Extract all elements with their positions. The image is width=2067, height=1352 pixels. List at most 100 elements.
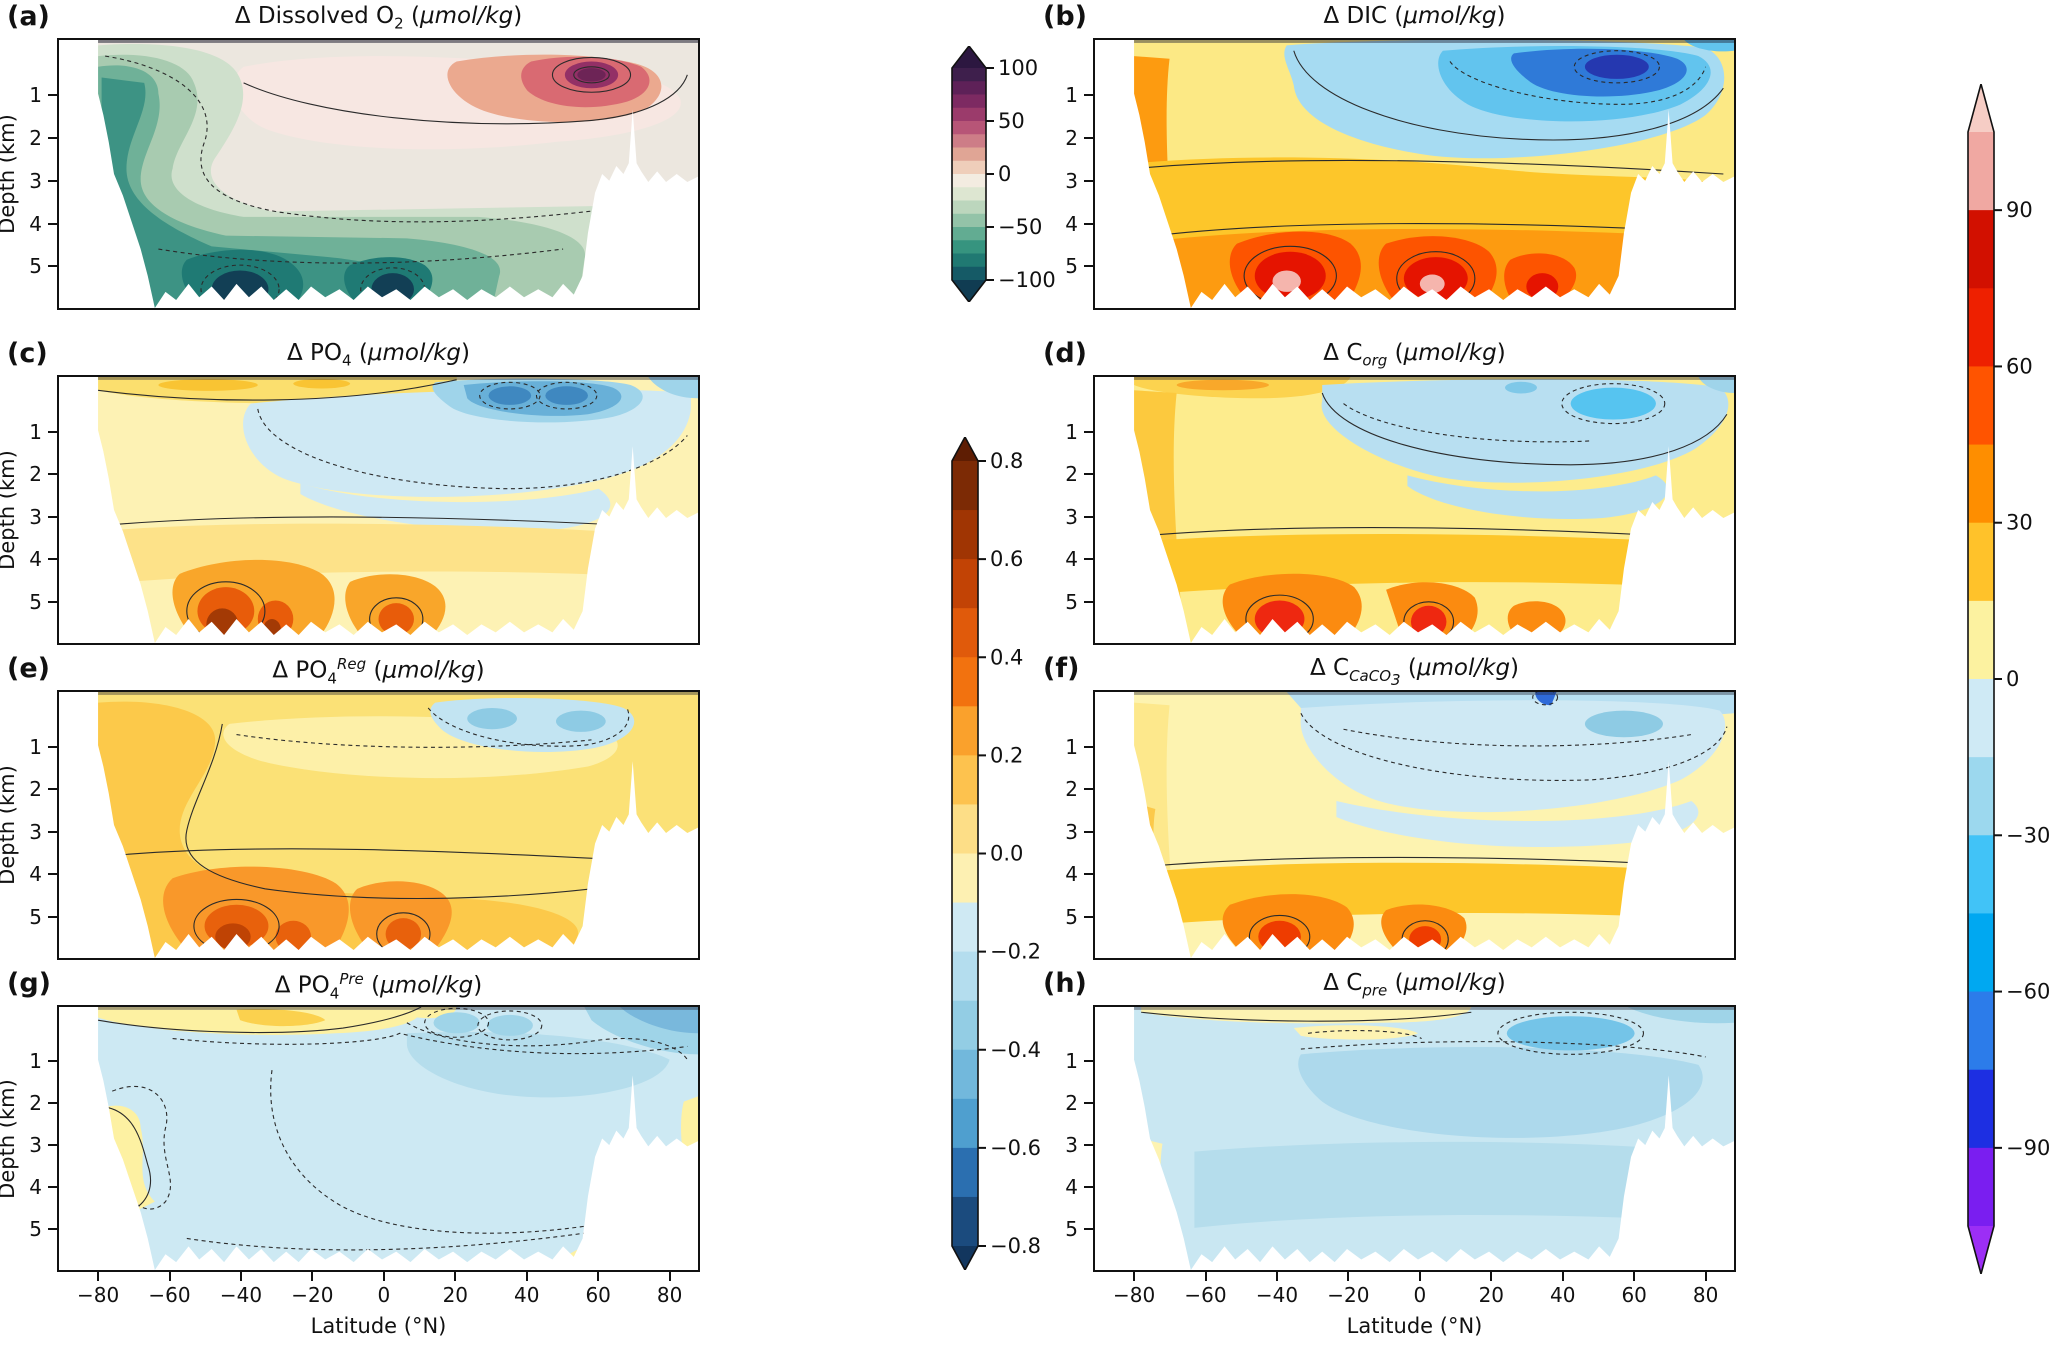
y-tick-label: 5 <box>1065 904 1078 929</box>
bathymetry-mask <box>1095 1007 1734 1270</box>
y-tick-label: 5 <box>29 904 42 929</box>
y-tick-label: 3 <box>1065 504 1078 529</box>
y-tick-label: 4 <box>1065 862 1078 887</box>
panel-a-letter: (a) <box>7 1 50 32</box>
y-tick-label: 1 <box>1065 1049 1078 1074</box>
y-tick-mark <box>48 788 57 791</box>
svg-text:−60: −60 <box>2006 980 2050 1004</box>
x-tick-mark <box>1633 1272 1636 1281</box>
y-tick-label: 1 <box>1065 734 1078 759</box>
y-tick-mark <box>48 915 57 918</box>
y-tick-label: 4 <box>1065 211 1078 236</box>
y-tick-mark <box>1084 1102 1093 1105</box>
x-tick-mark <box>525 1272 528 1281</box>
x-tick-mark <box>168 1272 171 1281</box>
y-tick-label: 3 <box>29 819 42 844</box>
y-tick-mark <box>1084 558 1093 561</box>
svg-text:0: 0 <box>2006 667 2019 691</box>
svg-text:100: 100 <box>998 56 1038 80</box>
x-tick-label: 40 <box>1550 1283 1576 1307</box>
x-tick-mark <box>668 1272 671 1281</box>
y-tick-mark <box>1084 222 1093 225</box>
y-tick-mark <box>1084 265 1093 268</box>
panel-d-plot <box>1093 375 1736 645</box>
y-tick-mark <box>48 600 57 603</box>
panel-h-title: Δ Cpre (μmol/kg) <box>1323 970 1506 1000</box>
y-tick-label: 5 <box>1065 254 1078 279</box>
y-tick-mark <box>1084 1060 1093 1063</box>
x-tick-label: 40 <box>514 1283 540 1307</box>
y-tick-label: 5 <box>29 589 42 614</box>
y-tick-mark <box>48 94 57 97</box>
svg-text:−0.8: −0.8 <box>990 1234 1041 1258</box>
y-tick-mark <box>48 830 57 833</box>
svg-text:−100: −100 <box>998 268 1056 292</box>
svg-text:50: 50 <box>998 109 1025 133</box>
y-tick-label: 4 <box>29 862 42 887</box>
x-tick-label: 80 <box>656 1283 683 1307</box>
y-tick-mark <box>1084 1228 1093 1231</box>
svg-text:0.4: 0.4 <box>990 645 1023 669</box>
y-tick-mark <box>48 1186 57 1189</box>
contour-section-c <box>59 377 698 643</box>
panel-f-letter: (f) <box>1043 653 1080 684</box>
svg-text:0.0: 0.0 <box>990 842 1023 866</box>
y-tick-label: 1 <box>29 734 42 759</box>
y-tick-mark <box>48 430 57 433</box>
y-tick-label: 3 <box>29 504 42 529</box>
x-tick-mark <box>1275 1272 1278 1281</box>
colorbar-svg: 90 60 30 0 −30 −60 −90 <box>1967 84 2050 1274</box>
y-tick-label: 1 <box>1065 83 1078 108</box>
contour-section-g <box>59 1007 698 1270</box>
x-tick-mark <box>97 1272 100 1281</box>
y-tick-mark <box>1084 430 1093 433</box>
panel-h: (h) Δ Cpre (μmol/kg) <box>1043 968 1736 1338</box>
colorbar-o2: 100 50 0 −50 −100 <box>940 46 1070 302</box>
panel-e-depth-label: Depth (km) <box>0 765 19 885</box>
y-tick-label: 2 <box>1065 777 1078 802</box>
x-tick-mark <box>1418 1272 1421 1281</box>
y-tick-label: 1 <box>1065 419 1078 444</box>
x-tick-mark <box>1561 1272 1564 1281</box>
panel-c: (c) Δ PO4 (μmol/kg) <box>0 338 700 645</box>
contour-section-b <box>1095 40 1734 308</box>
y-tick-mark <box>48 745 57 748</box>
contour-section-a <box>59 40 698 308</box>
contour-fills <box>1095 692 1734 958</box>
bathymetry-mask <box>1095 377 1734 643</box>
panel-h-letter: (h) <box>1043 968 1087 999</box>
y-tick-label: 4 <box>29 547 42 572</box>
y-tick-label: 3 <box>29 1133 42 1158</box>
y-tick-label: 4 <box>1065 547 1078 572</box>
svg-text:60: 60 <box>2006 354 2033 378</box>
y-tick-label: 5 <box>1065 589 1078 614</box>
y-tick-mark <box>48 873 57 876</box>
y-tick-mark <box>1084 1144 1093 1147</box>
panel-f-title: Δ CCaCO3 (μmol/kg) <box>1309 655 1520 689</box>
contour-fills <box>59 377 698 643</box>
contour-section-d <box>1095 377 1734 643</box>
panel-h-x-label: Latitude (°N) <box>1346 1314 1483 1338</box>
contour-section-f <box>1095 692 1734 958</box>
panel-e: (e) Δ PO4Reg (μmol/kg) <box>0 653 700 960</box>
y-tick-label: 3 <box>1065 819 1078 844</box>
x-tick-mark <box>454 1272 457 1281</box>
y-tick-mark <box>1084 873 1093 876</box>
y-tick-label: 3 <box>1065 1133 1078 1158</box>
y-tick-mark <box>48 558 57 561</box>
y-tick-mark <box>48 265 57 268</box>
y-tick-mark <box>48 473 57 476</box>
panel-d-title: Δ Corg (μmol/kg) <box>1323 340 1506 370</box>
x-tick-label: 60 <box>585 1283 611 1307</box>
y-tick-mark <box>1084 788 1093 791</box>
y-tick-mark <box>1084 915 1093 918</box>
svg-text:−0.2: −0.2 <box>990 940 1041 964</box>
y-tick-mark <box>1084 136 1093 139</box>
panel-a-title: Δ Dissolved O2 (μmol/kg) <box>234 3 523 33</box>
panel-g-x-label: Latitude (°N) <box>310 1314 447 1338</box>
y-tick-mark <box>48 222 57 225</box>
x-tick-label: −40 <box>1255 1283 1299 1307</box>
x-tick-mark <box>1347 1272 1350 1281</box>
x-tick-mark <box>1133 1272 1136 1281</box>
